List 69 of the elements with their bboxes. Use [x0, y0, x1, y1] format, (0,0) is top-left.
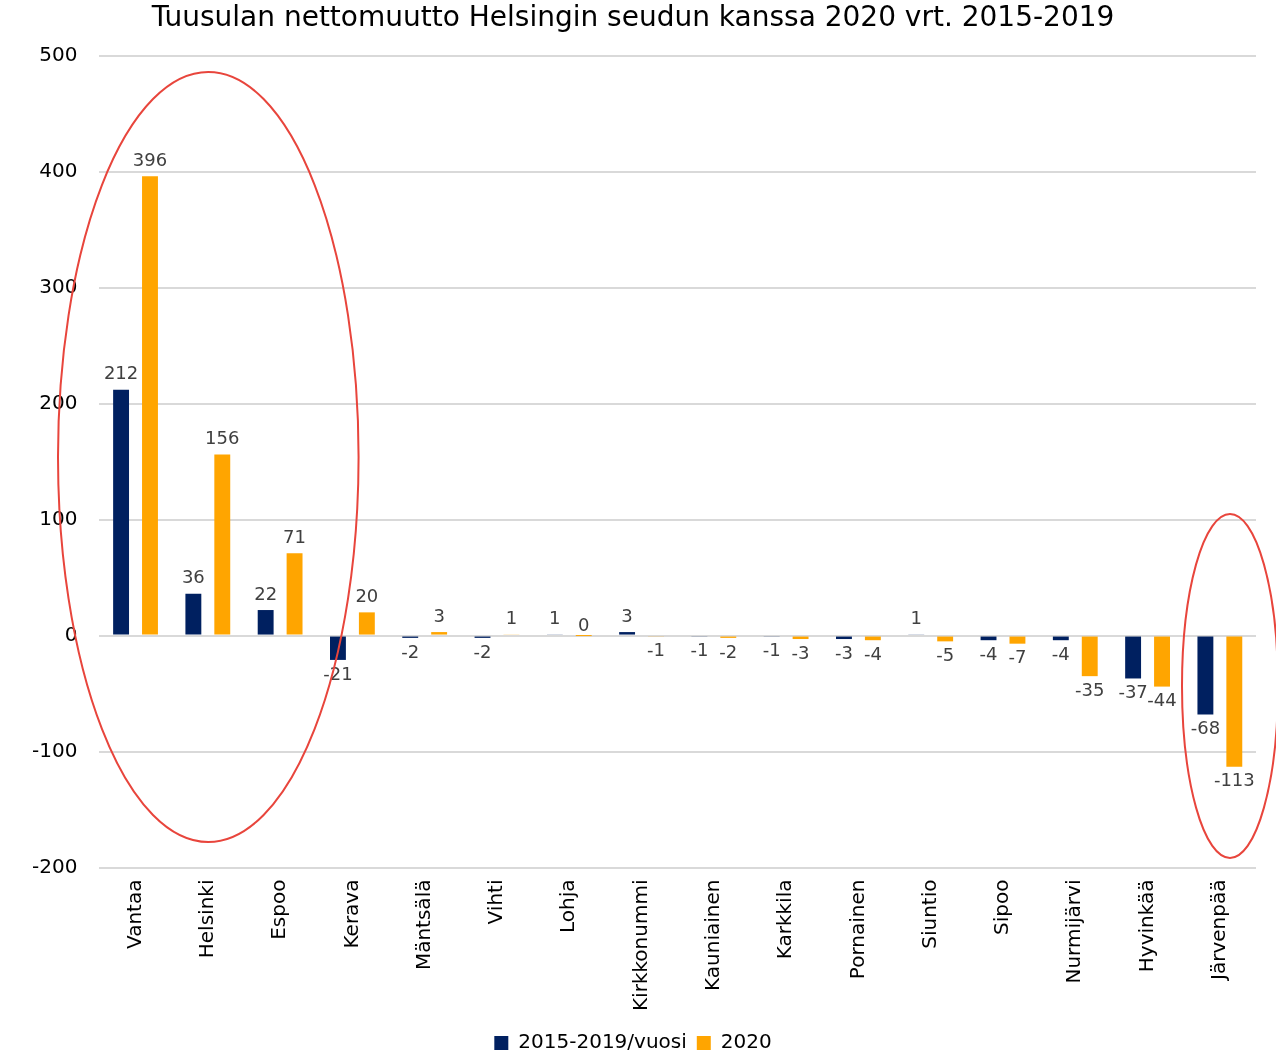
data-label: -7 [1008, 646, 1027, 668]
legend-label: 2020 [720, 1029, 772, 1054]
bar [431, 632, 448, 635]
data-label: 396 [132, 148, 168, 170]
data-label: -2 [401, 640, 420, 662]
data-label: -3 [791, 641, 810, 663]
data-label: 36 [181, 566, 205, 588]
data-label: -68 [1190, 717, 1221, 739]
data-label: 1 [910, 607, 922, 629]
data-label: 22 [254, 582, 278, 604]
x-tick-label: Espoo [266, 879, 291, 940]
bar [358, 612, 375, 635]
bar [1081, 636, 1098, 677]
bar [286, 553, 303, 635]
y-tick-label: -200 [32, 853, 78, 878]
data-label: -3 [834, 641, 853, 663]
data-label: 1 [549, 607, 561, 629]
data-label: 71 [283, 525, 307, 547]
data-label: 20 [355, 585, 379, 607]
data-label: 3 [433, 604, 445, 626]
data-label: -35 [1075, 678, 1105, 700]
x-tick-label: Kerava [338, 879, 363, 949]
bar [1154, 636, 1170, 687]
bar [142, 176, 158, 635]
bar [185, 593, 202, 635]
bar [1197, 636, 1214, 715]
bar [113, 389, 130, 635]
data-label: -1 [762, 639, 781, 661]
data-label: -2 [719, 640, 738, 662]
data-label: -4 [863, 642, 882, 664]
x-tick-label: Siuntio [916, 879, 941, 949]
data-label: -1 [690, 639, 709, 661]
bar [1226, 636, 1243, 767]
data-label: 1 [505, 607, 518, 629]
y-tick-label: 500 [39, 41, 78, 66]
x-tick-label: Kauniainen [700, 879, 725, 991]
bar [619, 632, 636, 635]
data-label: 212 [103, 362, 139, 384]
x-tick-label: Kirkkonummi [627, 879, 652, 1012]
x-tick-label: Lohja [555, 879, 580, 934]
x-tick-label: Järvenpää [1206, 879, 1231, 982]
x-tick-label: Hyvinkää [1133, 879, 1158, 973]
x-tick-label: Helsinki [194, 879, 219, 959]
legend-label: 2015-2019/vuosi [518, 1029, 687, 1054]
chart-title: Tuusulan nettomuutto Helsingin seudun kanssa 2020 vrt. 2015-2019 [150, 0, 1115, 34]
x-tick-label: Pornainen [844, 879, 869, 980]
bar [257, 610, 274, 635]
x-tick-label: Mäntsälä [410, 879, 435, 971]
data-label: -2 [473, 640, 492, 662]
bar [214, 454, 231, 635]
bar [1125, 636, 1142, 679]
data-label: -4 [979, 642, 998, 664]
y-tick-label: 400 [39, 157, 78, 182]
data-label: -5 [936, 644, 955, 666]
x-tick-label: Vantaa [121, 879, 146, 949]
bar [1009, 636, 1026, 644]
x-tick-label: Nurmijärvi [1061, 879, 1086, 984]
y-tick-label: -100 [32, 737, 78, 762]
x-tick-label: Sipoo [989, 879, 1014, 935]
data-label: 0 [577, 613, 590, 635]
data-label: -44 [1147, 689, 1177, 711]
data-label: -113 [1213, 769, 1255, 791]
data-label: -4 [1051, 642, 1070, 664]
data-label: -1 [647, 639, 665, 661]
data-label: 156 [205, 427, 240, 449]
data-label: -37 [1118, 681, 1148, 703]
x-tick-label: Vihti [483, 879, 508, 925]
data-label: 3 [621, 604, 633, 626]
x-tick-label: Karkkila [772, 879, 797, 960]
